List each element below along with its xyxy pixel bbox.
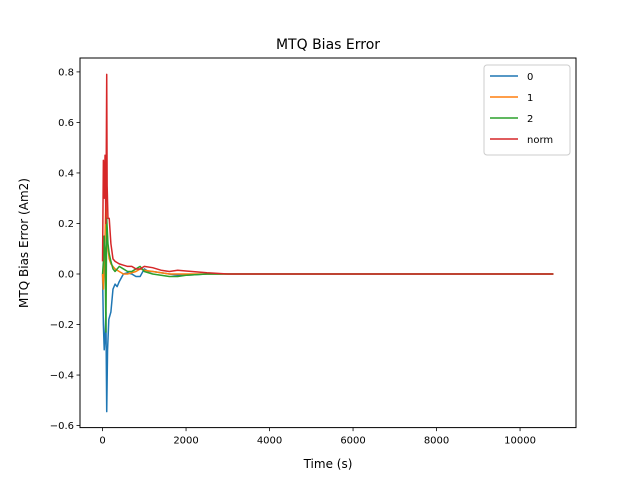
legend-label-2: 2	[527, 114, 533, 125]
y-tick-label: −0.4	[50, 371, 74, 382]
y-tick-label: 0.8	[58, 67, 74, 78]
y-tick-label: 0.4	[58, 168, 74, 179]
legend-label-norm: norm	[527, 135, 553, 146]
y-axis-label: MTQ Bias Error (Am2)	[17, 178, 31, 308]
x-axis-label: Time (s)	[303, 457, 353, 471]
x-tick-label: 0	[99, 436, 105, 447]
x-tick-label: 2000	[173, 436, 198, 447]
legend-label-0: 0	[527, 72, 533, 83]
x-tick-label: 6000	[340, 436, 365, 447]
legend-label-1: 1	[527, 93, 533, 104]
legend: 0 1 2 norm	[483, 64, 571, 156]
y-axis-ticks: −0.6 −0.4 −0.2 0.0 0.2 0.4 0.6 0.8	[50, 67, 80, 432]
series-line-norm	[101, 73, 554, 275]
x-axis-ticks: 0 2000 4000 6000 8000 10000	[99, 427, 536, 447]
legend-box	[483, 64, 571, 156]
plot-area	[79, 57, 577, 429]
x-tick-label: 10000	[504, 436, 536, 447]
y-tick-label: 0.6	[58, 118, 74, 129]
x-tick-label: 4000	[257, 436, 282, 447]
series-layer	[101, 73, 554, 413]
y-tick-label: −0.2	[50, 320, 74, 331]
x-tick-label: 8000	[424, 436, 449, 447]
chart-title: MTQ Bias Error	[276, 37, 380, 53]
y-tick-label: 0.0	[58, 270, 74, 281]
y-tick-label: 0.2	[58, 219, 74, 230]
axes-frame	[79, 57, 577, 429]
y-tick-label: −0.6	[50, 421, 74, 432]
